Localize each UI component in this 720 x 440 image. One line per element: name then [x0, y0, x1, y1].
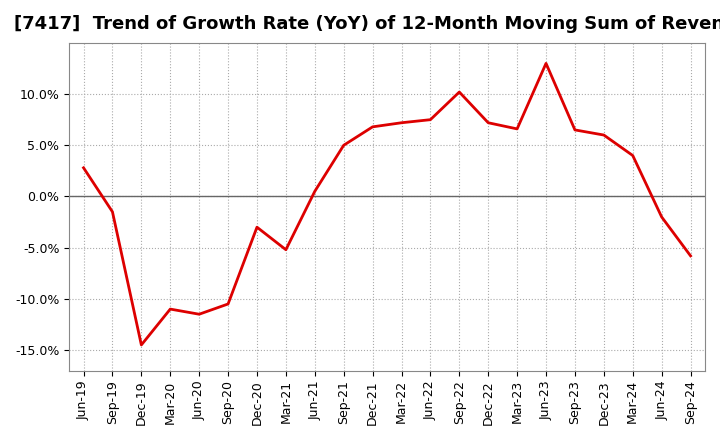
Title: [7417]  Trend of Growth Rate (YoY) of 12-Month Moving Sum of Revenues: [7417] Trend of Growth Rate (YoY) of 12-… — [14, 15, 720, 33]
